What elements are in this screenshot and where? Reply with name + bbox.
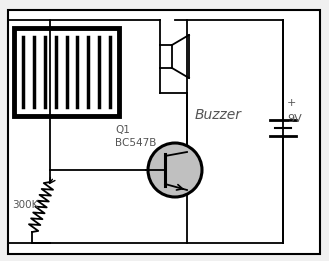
Bar <box>14 28 119 116</box>
Circle shape <box>148 143 202 197</box>
Text: BC547B: BC547B <box>115 138 156 148</box>
Text: +: + <box>287 98 296 108</box>
Text: 300K: 300K <box>12 200 38 210</box>
Text: Q1: Q1 <box>115 125 130 135</box>
Text: Buzzer: Buzzer <box>195 108 242 122</box>
Text: 9V: 9V <box>287 114 302 124</box>
